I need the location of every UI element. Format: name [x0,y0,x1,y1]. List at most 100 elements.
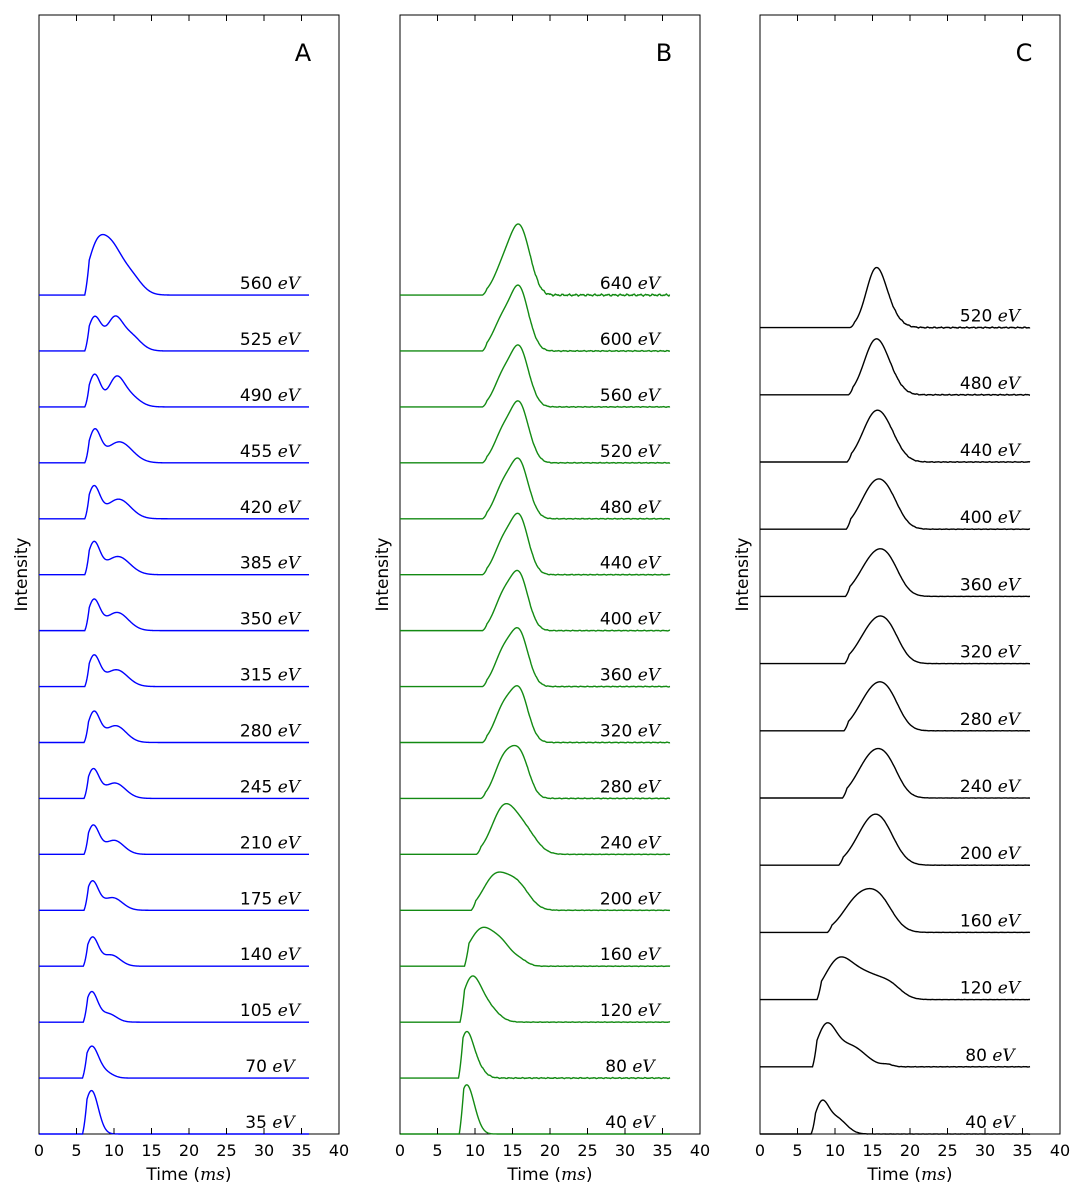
energy-label-175: 175 eV [240,889,302,909]
energy-label-240: 240 eV [960,777,1022,797]
trace-80-ev [400,1030,671,1080]
energy-unit: eV [992,1046,1016,1066]
x-tick-label: 5 [71,1141,81,1160]
energy-label-160: 160 eV [600,945,662,965]
energy-label-520: 520 eV [960,307,1022,327]
x-tick-label: 5 [792,1141,802,1160]
trace-70-ev [39,1045,309,1079]
trace-120-ev [400,975,671,1024]
energy-value: 210 [240,833,278,853]
energy-label-105: 105 eV [240,1001,302,1021]
energy-label-525: 525 eV [240,330,302,350]
x-tick-label: 35 [652,1141,672,1160]
energy-unit: eV [998,844,1022,864]
energy-value: 360 [600,666,638,686]
energy-value: 420 [240,498,278,518]
energy-value: 400 [600,610,638,630]
energy-unit: eV [638,945,662,965]
x-tick-label: 35 [291,1141,311,1160]
energy-unit: eV [278,274,302,294]
x-tick-label: 10 [825,1141,845,1160]
energy-label-455: 455 eV [240,442,302,462]
energy-value: 525 [240,330,278,350]
energy-unit: eV [272,1057,296,1077]
energy-value: 80 [605,1057,632,1077]
x-tick-label: 30 [615,1141,635,1160]
y-axis-label: Intensity [12,538,32,612]
trace-480-ev [400,457,671,520]
trace-640-ev [400,223,671,298]
x-axis-label: Time (ms) [145,1165,231,1185]
energy-value: 640 [600,274,638,294]
energy-label-520: 520 eV [600,442,662,462]
energy-label-560: 560 eV [240,274,302,294]
energy-unit: eV [998,575,1022,595]
energy-value: 240 [960,777,998,797]
energy-unit: eV [998,979,1022,999]
energy-value: 280 [960,710,998,730]
trace-400-ev [400,569,671,632]
trace-140-ev [39,936,309,967]
trace-200-ev [760,813,1031,867]
x-tick-label: 40 [1050,1141,1070,1160]
energy-unit: eV [638,442,662,462]
energy-label-280: 280 eV [240,721,302,741]
energy-value: 200 [960,844,998,864]
energy-label-350: 350 eV [240,610,302,630]
energy-unit: eV [998,777,1022,797]
energy-unit: eV [638,833,662,853]
energy-value: 400 [960,508,998,528]
energy-value: 480 [600,498,638,518]
energy-value: 440 [960,441,998,461]
energy-label-200: 200 eV [600,889,662,909]
x-tick-label: 0 [34,1141,44,1160]
trace-400-ev [760,478,1031,531]
trace-160-ev [760,887,1031,934]
energy-value: 385 [240,554,278,574]
x-tick-label: 40 [690,1141,710,1160]
energy-unit: eV [998,508,1022,528]
trace-440-ev [760,409,1031,464]
energy-label-320: 320 eV [600,721,662,741]
energy-value: 280 [600,777,638,797]
trace-350-ev [39,598,309,632]
energy-label-315: 315 eV [240,666,302,686]
energy-value: 40 [965,1113,992,1133]
energy-label-360: 360 eV [960,575,1022,595]
energy-value: 40 [605,1113,632,1133]
energy-value: 600 [600,330,638,350]
x-tick-label: 10 [104,1141,124,1160]
energy-unit: eV [638,386,662,406]
energy-unit: eV [638,330,662,350]
x-tick-label: 0 [755,1141,765,1160]
energy-unit: eV [278,889,302,909]
energy-unit: eV [638,554,662,574]
energy-value: 35 [245,1113,272,1133]
x-tick-label: 30 [975,1141,995,1160]
energy-label-560: 560 eV [600,386,662,406]
energy-label-160: 160 eV [960,911,1022,931]
y-axis-label: Intensity [373,538,393,612]
trace-320-ev [400,685,671,744]
panel-letter: B [656,39,672,67]
energy-label-600: 600 eV [600,330,662,350]
energy-unit: eV [638,610,662,630]
energy-label-245: 245 eV [240,777,302,797]
x-tick-label: 15 [141,1141,161,1160]
panel-letter: A [295,39,312,67]
x-tick-label: 20 [179,1141,199,1160]
energy-label-440: 440 eV [960,441,1022,461]
x-tick-label: 15 [502,1141,522,1160]
energy-unit: eV [998,710,1022,730]
x-tick-label: 25 [937,1141,957,1160]
trace-160-ev [400,926,671,968]
trace-80-ev [760,1022,1031,1068]
energy-label-280: 280 eV [960,710,1022,730]
trace-385-ev [39,540,309,576]
energy-unit: eV [638,498,662,518]
x-axis-label: Time (ms) [506,1165,592,1185]
x-tick-label: 15 [862,1141,882,1160]
energy-unit: eV [278,386,302,406]
energy-unit: eV [998,374,1022,394]
